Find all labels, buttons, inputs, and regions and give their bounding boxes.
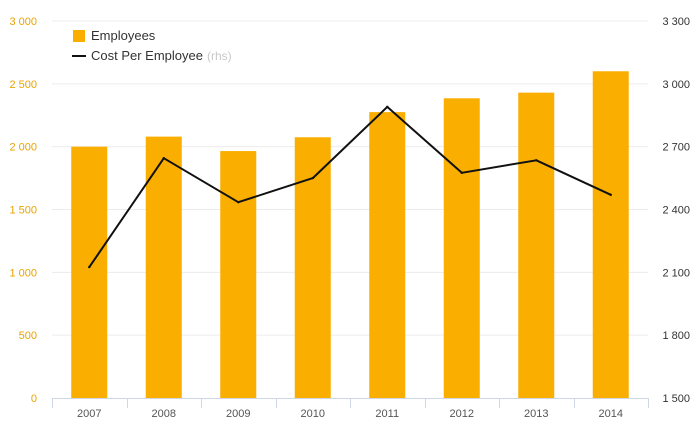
- x-axis: [52, 398, 649, 408]
- cost-per-employee-point-2009: [237, 200, 240, 204]
- y-right-tick-label: 3 000: [662, 79, 690, 91]
- y-left-tick-label: 1 000: [9, 267, 37, 279]
- y-right-tick-label: 2 700: [662, 142, 690, 154]
- y-left-tick-label: 3 000: [9, 16, 37, 28]
- legend-label-employees: Employees: [91, 28, 156, 43]
- cost-per-employee-line-layer: [88, 105, 612, 269]
- y-left-tick-label: 2 000: [9, 142, 37, 154]
- x-tick-label-2008: 2008: [152, 408, 176, 420]
- bar-employees-2014: [592, 71, 629, 399]
- x-tick-label-2010: 2010: [301, 408, 325, 420]
- y-axis-right: 1 500 1 800 2 100 2 400 2 700 3 000 3 300: [662, 16, 690, 405]
- y-right-tick-label: 2 100: [662, 267, 690, 279]
- bar-employees-2007: [71, 146, 108, 398]
- cost-per-employee-point-2011: [386, 105, 389, 109]
- bar-employees-2011: [369, 112, 406, 398]
- legend-swatch-employees: [73, 30, 85, 42]
- y-right-tick-label: 1 800: [662, 330, 690, 342]
- legend-label-cost-per-employee-name: Cost Per Employee: [91, 48, 203, 63]
- cost-per-employee-point-2012: [460, 171, 463, 175]
- cost-per-employee-point-2010: [311, 176, 314, 180]
- y-left-tick-label: 1 500: [9, 205, 37, 217]
- cost-per-employee-point-2014: [609, 193, 612, 197]
- x-tick-label-2007: 2007: [77, 408, 101, 420]
- y-axis-left: 0 500 1 000 1 500 2 000 2 500 3 000: [9, 16, 37, 405]
- bar-employees-2010: [294, 137, 331, 398]
- y-right-tick-label: 3 300: [662, 16, 690, 28]
- employees-bars: [71, 71, 629, 399]
- y-right-tick-label: 2 400: [662, 205, 690, 217]
- x-tick-label-2014: 2014: [599, 408, 623, 420]
- y-right-tick-label: 1 500: [662, 393, 690, 405]
- bar-employees-2013: [518, 92, 555, 398]
- x-axis-labels: 2007 2008 2009 2010 2011 2012 2013 2014: [77, 408, 623, 420]
- x-tick-label-2013: 2013: [524, 408, 548, 420]
- y-left-tick-label: 0: [31, 393, 37, 405]
- cost-per-employee-point-2008: [162, 156, 165, 160]
- x-tick-label-2011: 2011: [375, 408, 399, 420]
- legend-label-cost-per-employee: Cost Per Employee (rhs): [91, 48, 232, 63]
- legend-label-rhs: (rhs): [207, 49, 232, 63]
- x-tick-label-2009: 2009: [226, 408, 250, 420]
- cost-per-employee-line: [88, 105, 612, 268]
- legend: Employees Cost Per Employee (rhs): [72, 28, 232, 63]
- bar-employees-2009: [220, 151, 257, 398]
- gridlines: [52, 20, 648, 336]
- cost-per-employee-point-2007: [88, 265, 91, 269]
- bar-employees-2012: [443, 98, 480, 398]
- y-left-tick-label: 2 500: [9, 79, 37, 91]
- x-tick-label-2012: 2012: [450, 408, 474, 420]
- y-left-tick-label: 500: [19, 330, 37, 342]
- bar-employees-2008: [145, 136, 182, 398]
- cost-per-employee-point-2013: [535, 159, 538, 162]
